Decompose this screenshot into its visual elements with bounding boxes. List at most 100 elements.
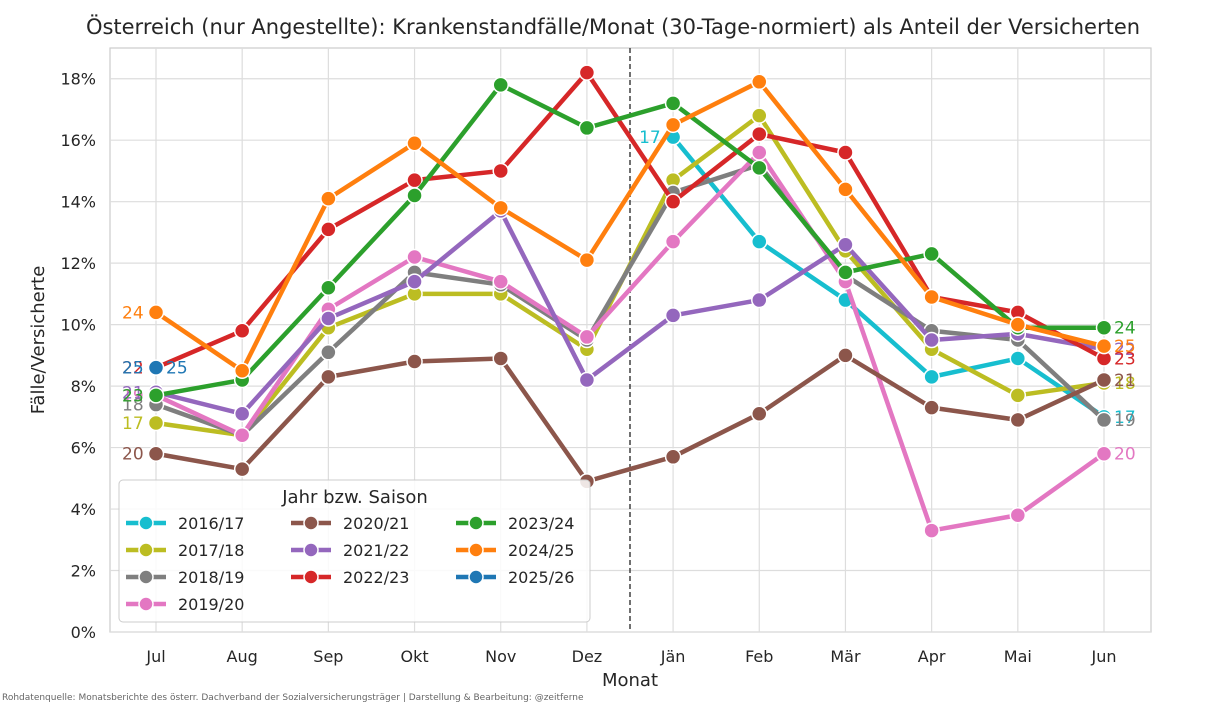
legend-item: 2021/22 — [291, 541, 409, 560]
series-line — [153, 208, 1107, 417]
y-tick-label: 16% — [60, 131, 96, 150]
series-start-label: 22 — [122, 359, 144, 379]
data-point — [664, 307, 682, 324]
series-start-label: 17 — [639, 128, 661, 148]
data-point — [233, 362, 251, 379]
legend-label: 2016/17 — [178, 514, 244, 533]
data-point — [837, 181, 854, 198]
chart-title: Österreich (nur Angestellte): Krankensta… — [86, 14, 1140, 39]
legend-label: 2018/19 — [178, 568, 244, 587]
series-start-label: 21 — [122, 383, 144, 403]
data-point — [751, 405, 768, 423]
series-line — [153, 82, 1107, 398]
series-start-label: 17 — [122, 414, 144, 434]
legend-label: 2019/20 — [178, 595, 244, 614]
data-point — [664, 95, 682, 112]
x-axis-label: Monat — [602, 670, 658, 691]
legend-marker — [468, 515, 484, 531]
series-start-label: 19 — [122, 386, 144, 406]
series-start-label: 20 — [122, 445, 144, 465]
data-point — [320, 344, 337, 361]
data-point — [1095, 411, 1113, 429]
y-tick-label: 0% — [71, 623, 96, 642]
series-line — [153, 150, 1107, 533]
data-point — [492, 199, 509, 217]
data-point — [406, 248, 423, 266]
data-point — [751, 125, 768, 143]
legend-label: 2024/25 — [508, 541, 574, 560]
series-end-label: 21 — [1114, 371, 1136, 391]
data-point — [320, 310, 337, 327]
legend-label: 2023/24 — [508, 514, 574, 533]
data-point — [664, 193, 682, 210]
series-lines — [147, 64, 1113, 539]
legend-item: 2019/20 — [126, 595, 244, 614]
y-axis-label: Fälle/Versicherte — [28, 266, 49, 415]
legend-label: 2022/23 — [343, 568, 409, 587]
data-point — [1009, 387, 1027, 404]
data-point — [578, 251, 596, 269]
x-tick-label: Apr — [918, 647, 946, 666]
legend-marker — [138, 515, 154, 531]
data-point — [837, 264, 854, 281]
data-point — [751, 107, 768, 124]
data-point — [751, 291, 768, 309]
legend-marker — [303, 569, 319, 585]
legend-items: 2016/17 2017/18 2018/19 2019/20 2020/21 2021/… — [126, 514, 574, 614]
legend-label: 2025/26 — [508, 568, 574, 587]
series-end-label: 24 — [1114, 319, 1136, 339]
series-2024-25 — [147, 73, 1113, 379]
data-point — [1009, 411, 1027, 429]
series-2025-26 — [147, 359, 165, 376]
y-tick-label: 10% — [60, 316, 96, 335]
data-point — [406, 353, 423, 370]
data-point — [664, 448, 682, 466]
y-tick-labels: 0% 2% 4% 6% 8% 10% 12% 14% 16% 18% — [60, 70, 96, 642]
series-start-label: 23 — [122, 386, 144, 406]
data-point — [1009, 350, 1027, 367]
data-point — [233, 405, 251, 423]
legend-box — [118, 479, 591, 623]
legend-item: 2025/26 — [456, 568, 574, 587]
series-end-label: 23 — [1114, 349, 1136, 369]
legend-item: 2024/25 — [456, 541, 574, 560]
x-tick-label: Jul — [145, 647, 165, 666]
data-point — [492, 162, 509, 180]
data-point — [923, 331, 940, 349]
data-point — [147, 304, 165, 321]
data-point — [492, 350, 509, 367]
series-line — [153, 353, 1107, 484]
data-point — [492, 273, 509, 290]
x-tick-label: Nov — [485, 647, 516, 666]
x-tick-label: Aug — [227, 647, 258, 666]
series-start-label: 18 — [122, 396, 144, 416]
data-point — [923, 245, 940, 263]
y-tick-label: 2% — [71, 562, 96, 581]
data-point — [233, 322, 251, 340]
x-tick-label: Mär — [830, 647, 861, 666]
x-tick-label: Jän — [660, 647, 686, 666]
data-point — [320, 190, 337, 207]
legend-marker — [468, 542, 484, 558]
legend-item: 2020/21 — [291, 514, 409, 533]
legend-marker — [468, 569, 484, 585]
series-end-label: 25 — [1114, 337, 1136, 357]
legend-title: Jahr bzw. Saison — [281, 487, 428, 508]
x-tick-label: Sep — [313, 647, 343, 666]
legend-item: 2023/24 — [456, 514, 574, 533]
x-tick-label: Mai — [1004, 647, 1032, 666]
x-tick-label: Dez — [572, 647, 603, 666]
series-line — [153, 79, 1107, 373]
series-end-label: 20 — [1114, 445, 1136, 465]
data-point — [406, 135, 423, 152]
series-start-label: 25 — [122, 359, 144, 379]
source-note: Rohdatenquelle: Monatsberichte des öster… — [2, 693, 584, 703]
series-end-label: 22 — [1114, 340, 1136, 360]
data-point — [406, 273, 423, 290]
data-point — [837, 347, 854, 364]
y-tick-label: 8% — [71, 377, 96, 396]
x-tick-label: Okt — [400, 647, 428, 666]
legend-label: 2021/22 — [343, 541, 409, 560]
